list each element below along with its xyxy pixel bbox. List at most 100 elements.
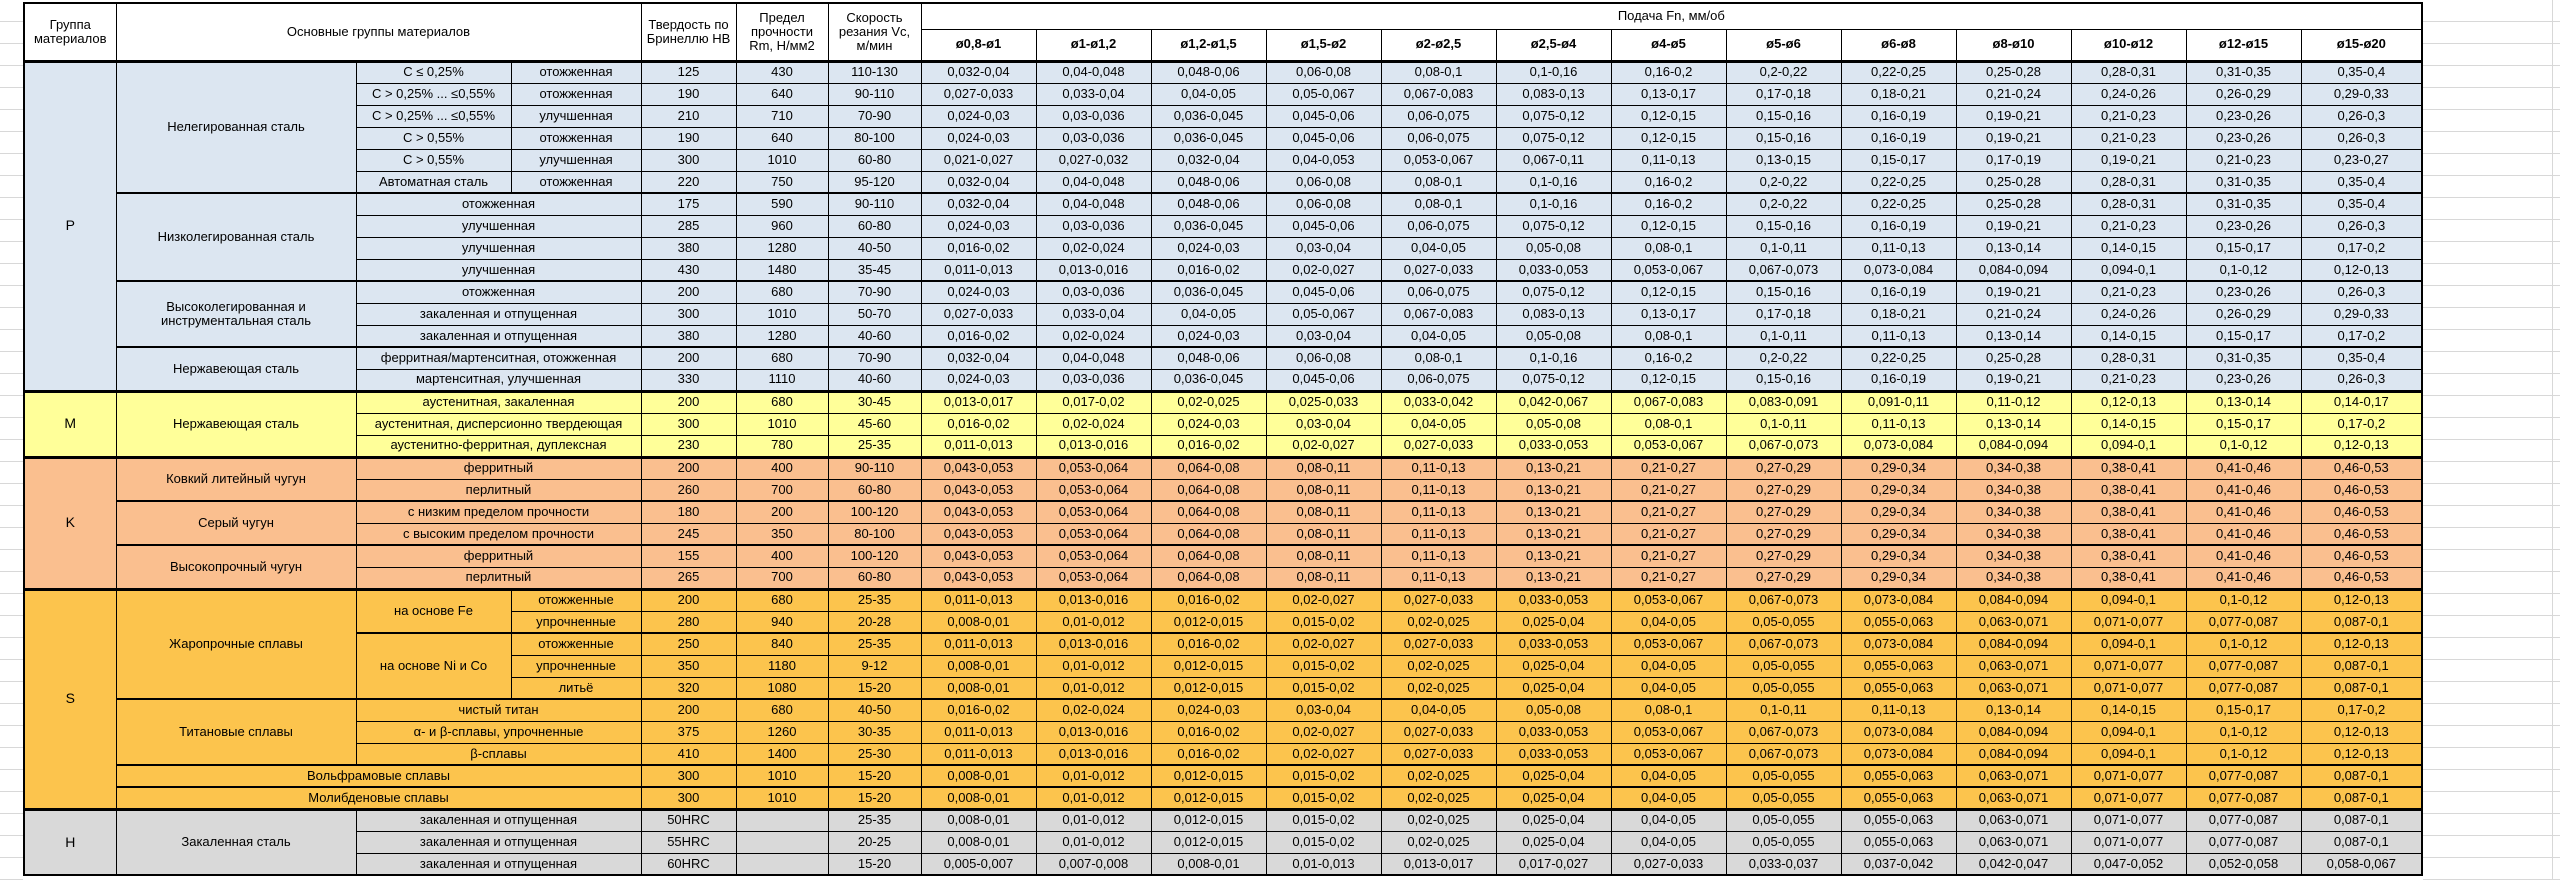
feed-cell[interactable]: 0,043-0,053 bbox=[920, 544, 1037, 568]
cutting-speed-cell[interactable]: 60-80 bbox=[827, 148, 922, 172]
feed-cell[interactable]: 0,04-0,05 bbox=[1610, 807, 1727, 832]
material-cell[interactable]: аустенитная, закаленная bbox=[355, 389, 642, 414]
hardness-cell[interactable]: 375 bbox=[640, 720, 737, 744]
feed-cell[interactable]: 0,34-0,38 bbox=[1955, 566, 2072, 590]
feed-cell[interactable]: 0,067-0,083 bbox=[1610, 389, 1727, 414]
material-cell[interactable]: Титановые сплавы bbox=[115, 698, 357, 766]
feed-cell[interactable]: 0,012-0,015 bbox=[1150, 654, 1267, 678]
hardness-cell[interactable]: 200 bbox=[640, 389, 737, 414]
feed-cell[interactable]: 0,19-0,21 bbox=[1955, 214, 2072, 238]
hardness-cell[interactable]: 200 bbox=[640, 587, 737, 612]
feed-cell[interactable]: 0,29-0,33 bbox=[2300, 302, 2423, 326]
cutting-speed-cell[interactable]: 25-35 bbox=[827, 807, 922, 832]
feed-cell[interactable]: 0,08-0,11 bbox=[1265, 478, 1382, 502]
feed-cell[interactable]: 0,41-0,46 bbox=[2185, 566, 2302, 590]
strength-cell[interactable]: 1010 bbox=[735, 786, 829, 810]
feed-cell[interactable]: 0,05-0,055 bbox=[1725, 764, 1842, 788]
feed-cell[interactable]: 0,027-0,033 bbox=[920, 302, 1037, 326]
feed-cell[interactable]: 0,067-0,073 bbox=[1725, 434, 1842, 458]
feed-cell[interactable]: 0,14-0,15 bbox=[2070, 412, 2187, 436]
feed-cell[interactable]: 0,045-0,06 bbox=[1265, 280, 1382, 304]
feed-cell[interactable]: 0,28-0,31 bbox=[2070, 59, 2187, 84]
feed-cell[interactable]: 0,071-0,077 bbox=[2070, 807, 2187, 832]
feed-cell[interactable]: 0,21-0,23 bbox=[2070, 214, 2187, 238]
feed-cell[interactable]: 0,033-0,053 bbox=[1495, 434, 1612, 458]
feed-cell[interactable]: 0,02-0,024 bbox=[1035, 236, 1152, 260]
diameter-header[interactable]: ø10-ø12 bbox=[2070, 28, 2187, 62]
feed-cell[interactable]: 0,15-0,17 bbox=[2185, 698, 2302, 722]
diameter-header[interactable]: ø1-ø1,2 bbox=[1035, 28, 1152, 62]
feed-cell[interactable]: 0,02-0,025 bbox=[1380, 764, 1497, 788]
feed-cell[interactable]: 0,46-0,53 bbox=[2300, 500, 2423, 524]
material-cell[interactable]: закаленная и отпущенная bbox=[355, 807, 642, 832]
feed-cell[interactable]: 0,045-0,06 bbox=[1265, 126, 1382, 150]
feed-cell[interactable]: 0,38-0,41 bbox=[2070, 522, 2187, 546]
feed-cell[interactable]: 0,2-0,22 bbox=[1725, 192, 1842, 216]
feed-cell[interactable]: 0,27-0,29 bbox=[1725, 455, 1842, 480]
feed-cell[interactable]: 0,17-0,2 bbox=[2300, 698, 2423, 722]
feed-cell[interactable]: 0,013-0,016 bbox=[1035, 720, 1152, 744]
header-group[interactable]: Группа материалов bbox=[23, 2, 117, 62]
feed-cell[interactable]: 0,38-0,41 bbox=[2070, 544, 2187, 568]
feed-cell[interactable]: 0,007-0,008 bbox=[1035, 852, 1152, 876]
feed-cell[interactable]: 0,25-0,28 bbox=[1955, 192, 2072, 216]
feed-cell[interactable]: 0,094-0,1 bbox=[2070, 742, 2187, 766]
feed-cell[interactable]: 0,016-0,02 bbox=[1150, 587, 1267, 612]
strength-cell[interactable]: 680 bbox=[735, 587, 829, 612]
feed-cell[interactable]: 0,016-0,02 bbox=[920, 324, 1037, 348]
feed-cell[interactable]: 0,02-0,024 bbox=[1035, 698, 1152, 722]
feed-cell[interactable]: 0,21-0,23 bbox=[2070, 104, 2187, 128]
feed-cell[interactable]: 0,033-0,053 bbox=[1495, 258, 1612, 282]
material-cell[interactable]: улучшенная bbox=[510, 104, 642, 128]
feed-cell[interactable]: 0,11-0,13 bbox=[1380, 544, 1497, 568]
material-cell[interactable]: Нержавеющая сталь bbox=[115, 389, 357, 458]
feed-cell[interactable]: 0,053-0,067 bbox=[1610, 720, 1727, 744]
feed-cell[interactable]: 0,08-0,1 bbox=[1380, 59, 1497, 84]
feed-cell[interactable]: 0,025-0,04 bbox=[1495, 786, 1612, 810]
feed-cell[interactable]: 0,38-0,41 bbox=[2070, 500, 2187, 524]
material-cell[interactable]: ферритный bbox=[355, 455, 642, 480]
feed-cell[interactable]: 0,075-0,12 bbox=[1495, 280, 1612, 304]
feed-cell[interactable]: 0,11-0,13 bbox=[1380, 566, 1497, 590]
material-cell[interactable]: на основе Fe bbox=[355, 587, 512, 634]
hardness-cell[interactable]: 430 bbox=[640, 258, 737, 282]
feed-cell[interactable]: 0,064-0,08 bbox=[1150, 566, 1267, 590]
feed-cell[interactable]: 0,025-0,04 bbox=[1495, 676, 1612, 700]
material-cell[interactable]: упрочненные bbox=[510, 610, 642, 634]
feed-cell[interactable]: 0,073-0,084 bbox=[1840, 258, 1957, 282]
feed-cell[interactable]: 0,04-0,05 bbox=[1380, 236, 1497, 260]
feed-cell[interactable]: 0,033-0,053 bbox=[1495, 720, 1612, 744]
feed-cell[interactable]: 0,1-0,16 bbox=[1495, 59, 1612, 84]
hardness-cell[interactable]: 300 bbox=[640, 302, 737, 326]
feed-cell[interactable]: 0,005-0,007 bbox=[920, 852, 1037, 876]
feed-cell[interactable]: 0,29-0,34 bbox=[1840, 522, 1957, 546]
feed-cell[interactable]: 0,013-0,016 bbox=[1035, 742, 1152, 766]
feed-cell[interactable]: 0,008-0,01 bbox=[920, 676, 1037, 700]
feed-cell[interactable]: 0,12-0,13 bbox=[2300, 434, 2423, 458]
feed-cell[interactable]: 0,23-0,26 bbox=[2185, 214, 2302, 238]
strength-cell[interactable]: 1180 bbox=[735, 654, 829, 678]
feed-cell[interactable]: 0,01-0,012 bbox=[1035, 654, 1152, 678]
feed-cell[interactable]: 0,055-0,063 bbox=[1840, 676, 1957, 700]
feed-cell[interactable]: 0,29-0,34 bbox=[1840, 455, 1957, 480]
feed-cell[interactable]: 0,11-0,13 bbox=[1380, 500, 1497, 524]
feed-cell[interactable]: 0,02-0,025 bbox=[1380, 654, 1497, 678]
feed-cell[interactable]: 0,26-0,29 bbox=[2185, 82, 2302, 106]
feed-cell[interactable]: 0,048-0,06 bbox=[1150, 192, 1267, 216]
hardness-cell[interactable]: 380 bbox=[640, 236, 737, 260]
feed-cell[interactable]: 0,043-0,053 bbox=[920, 478, 1037, 502]
cutting-speed-cell[interactable]: 25-30 bbox=[827, 742, 922, 766]
feed-cell[interactable]: 0,12-0,15 bbox=[1610, 104, 1727, 128]
feed-cell[interactable]: 0,015-0,02 bbox=[1265, 807, 1382, 832]
feed-cell[interactable]: 0,053-0,064 bbox=[1035, 544, 1152, 568]
feed-cell[interactable]: 0,036-0,045 bbox=[1150, 368, 1267, 392]
feed-cell[interactable]: 0,087-0,1 bbox=[2300, 807, 2423, 832]
feed-cell[interactable]: 0,033-0,037 bbox=[1725, 852, 1842, 876]
material-cell[interactable]: перлитный bbox=[355, 566, 642, 590]
feed-cell[interactable]: 0,41-0,46 bbox=[2185, 522, 2302, 546]
feed-cell[interactable]: 0,04-0,048 bbox=[1035, 346, 1152, 370]
feed-cell[interactable]: 0,036-0,045 bbox=[1150, 214, 1267, 238]
feed-cell[interactable]: 0,024-0,03 bbox=[1150, 324, 1267, 348]
feed-cell[interactable]: 0,083-0,13 bbox=[1495, 302, 1612, 326]
feed-cell[interactable]: 0,02-0,025 bbox=[1380, 610, 1497, 634]
